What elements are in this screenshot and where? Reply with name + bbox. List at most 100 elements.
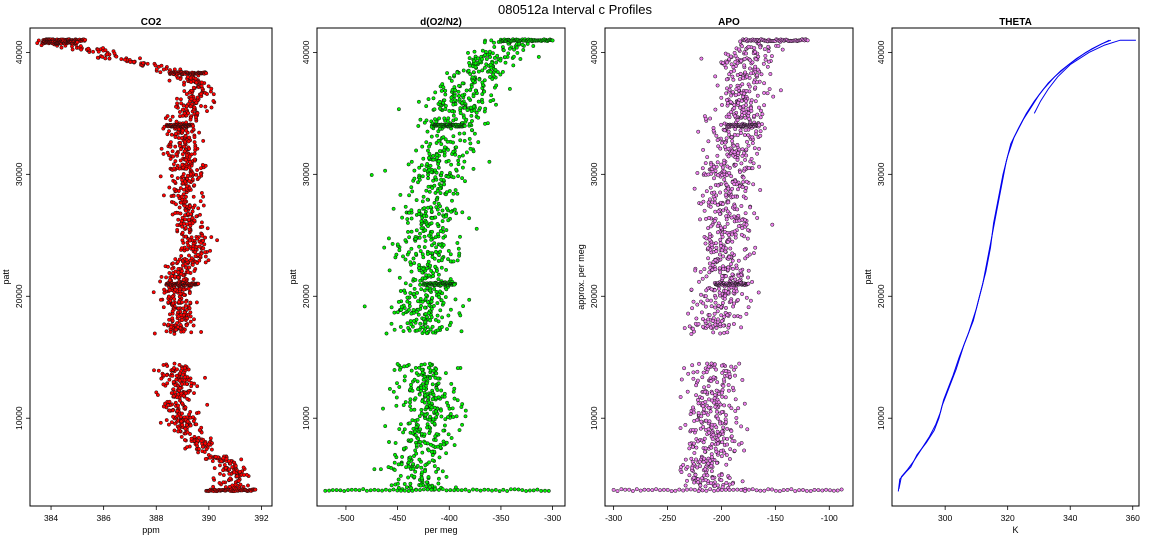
data-point [721,208,726,213]
data-point [158,70,163,75]
data-point [389,483,394,488]
data-point [180,107,185,112]
data-point [426,176,431,181]
data-point [460,422,465,427]
data-point [726,233,731,238]
data-point [217,481,222,485]
data-point [187,253,191,258]
data-point [683,422,688,427]
data-point [757,164,762,169]
data-point [128,60,133,64]
data-point [416,299,420,304]
data-point [720,440,725,445]
y-tick-label: 30000 [589,162,599,186]
data-point [719,225,723,230]
data-point [436,487,441,492]
data-point [184,265,188,270]
data-point [413,396,418,401]
x-tick-label: 340 [1063,513,1077,523]
data-point [406,307,411,312]
data-point [440,315,445,320]
y-tick-label: 30000 [876,162,886,186]
data-point [204,447,209,452]
data-point [704,189,709,194]
data-point [196,410,201,415]
data-point [452,386,457,391]
data-point [700,375,705,380]
data-point [777,489,782,494]
data-point [696,401,701,406]
data-point [180,422,185,427]
x-tick-label: -400 [441,513,458,523]
data-point [824,487,829,492]
data-point [478,106,482,111]
data-point [719,140,724,145]
data-point [500,69,505,74]
data-point [482,487,487,492]
data-point [480,100,485,105]
data-point [435,197,439,202]
data-point [435,133,440,138]
data-point [704,236,709,241]
data-point [209,86,214,91]
data-point [686,311,691,316]
data-point [715,488,720,493]
data-point [421,377,426,382]
data-point [437,455,442,460]
data-point [443,88,448,93]
data-point [495,53,500,58]
data-point [194,300,199,305]
data-point [706,226,711,231]
data-point [418,282,423,287]
data-point [205,109,209,114]
data-point [705,361,710,366]
data-point [192,151,197,156]
data-point [724,274,728,279]
data-point [727,255,732,260]
data-point [703,446,708,451]
data-point [665,487,670,492]
data-point [716,183,721,188]
data-point [737,218,742,223]
data-point [432,464,437,469]
data-point [493,68,498,72]
data-point [394,252,399,257]
data-point [723,395,728,400]
data-point [221,473,226,478]
data-point [719,448,724,453]
data-point [766,487,771,492]
data-point [203,254,208,259]
data-point [431,303,436,308]
data-point [190,262,195,267]
data-point [740,479,745,484]
data-point [494,102,498,107]
data-point [730,232,735,237]
data-point [165,364,170,368]
data-point [507,46,512,51]
data-point [436,272,441,277]
data-point [695,417,700,422]
data-point [412,261,417,266]
data-point [187,265,192,270]
data-point [708,409,713,414]
data-point [714,249,719,254]
data-point [735,487,740,492]
data-point [433,434,438,439]
data-point [83,37,88,42]
data-point [174,152,179,157]
data-point [423,228,428,233]
data-point [746,228,750,233]
data-point [387,440,391,444]
data-point [464,88,469,93]
data-point [205,92,209,96]
data-point [735,207,740,212]
data-point [408,260,413,265]
data-point [714,388,719,393]
data-point [457,131,462,136]
data-point [524,489,529,493]
data-point [735,157,740,162]
data-point [729,429,734,433]
data-point [188,319,193,324]
data-point [372,487,377,492]
data-point [702,208,707,213]
